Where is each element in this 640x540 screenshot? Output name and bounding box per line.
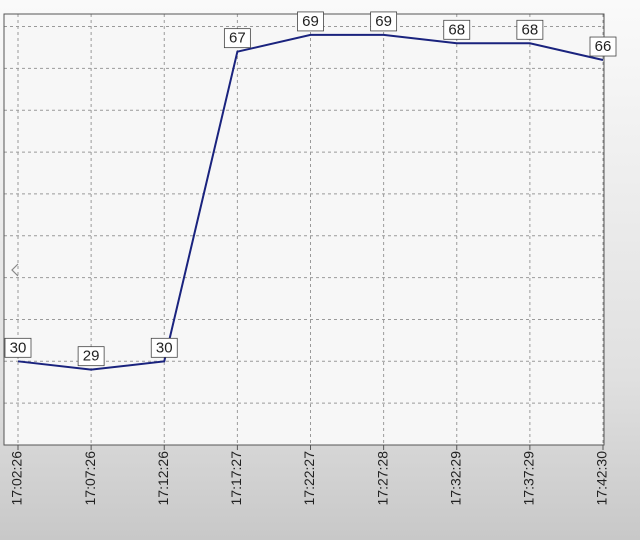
- data-label: 69: [302, 13, 319, 30]
- x-tick-label: 17:37:29: [521, 451, 537, 506]
- plot-area: [4, 14, 604, 445]
- data-label-box: [150, 337, 178, 358]
- data-label: 30: [10, 339, 27, 356]
- x-tick-label: 17:07:26: [82, 451, 98, 506]
- data-label-box: [4, 337, 32, 358]
- x-tick-label: 17:22:27: [301, 451, 317, 506]
- data-label: 30: [156, 339, 173, 356]
- x-tick-label: 17:17:27: [228, 451, 244, 506]
- data-label: 29: [83, 348, 100, 365]
- data-label: 69: [375, 13, 392, 30]
- data-label-box: [589, 36, 617, 57]
- data-label: 68: [448, 21, 465, 38]
- data-label-box: [443, 19, 471, 40]
- grid: [4, 14, 604, 446]
- scroll-left-icon[interactable]: [11, 263, 19, 277]
- data-label-box: [297, 11, 324, 32]
- x-tick-label: 17:27:28: [374, 451, 390, 506]
- x-tick-label: 17:12:26: [155, 451, 171, 506]
- data-label-box: [516, 19, 544, 40]
- x-tick-label: 17:42:30: [594, 451, 610, 506]
- data-label-box: [77, 346, 105, 367]
- data-label: 66: [595, 38, 612, 55]
- data-label: 68: [522, 21, 539, 38]
- data-label-box: [223, 28, 251, 49]
- x-tick-label: 17:32:29: [447, 451, 463, 506]
- line-series: [17, 33, 604, 371]
- x-tick-label: 17:02:26: [9, 451, 25, 506]
- data-label-box: [370, 11, 398, 32]
- data-label: 67: [229, 30, 246, 47]
